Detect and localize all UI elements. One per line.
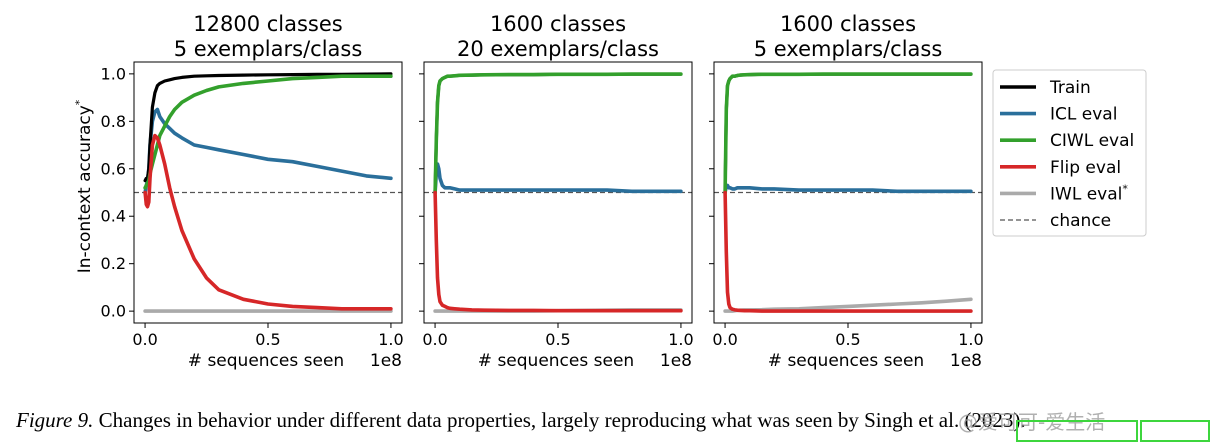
y-tick-label: 0.4 (101, 207, 126, 226)
x-axis-label: # sequences seen (768, 351, 924, 371)
x-offset-label: 1e8 (370, 351, 402, 371)
legend-label-ciwl-eval: CIWL eval (1050, 131, 1134, 151)
x-offset-label: 1e8 (950, 351, 982, 371)
x-tick-label: 0.0 (132, 330, 157, 349)
series-line-train (723, 72, 973, 195)
y-tick-label: 0.8 (101, 112, 126, 131)
series-line-icl-eval (723, 183, 973, 195)
x-tick-label: 0.5 (255, 330, 280, 349)
x-axis-label: # sequences seen (478, 351, 634, 371)
series-line-train (143, 72, 393, 183)
x-tick-label: 1.0 (378, 330, 403, 349)
series-line-flip-eval (723, 190, 973, 313)
x-tick-label: 0.5 (835, 330, 860, 349)
series-line-flip-eval (143, 133, 393, 311)
watermark-box-right (1140, 420, 1210, 442)
caption-label: Figure 9. (16, 408, 94, 432)
x-tick-label: 0.0 (422, 330, 447, 349)
panel-title-line: 20 exemplars/class (457, 37, 659, 61)
x-tick-label: 0.0 (712, 330, 737, 349)
y-tick-label: 0.0 (101, 302, 126, 321)
panel-title-line: 12800 classes (193, 12, 342, 36)
legend-label-train: Train (1049, 78, 1091, 98)
watermark-box-left (1016, 420, 1138, 442)
y-tick-label: 1.0 (101, 64, 126, 83)
legend: Train ICL eval CIWL eval Flip eval IWL eval*… (992, 69, 1147, 237)
series-line-icl-eval (433, 162, 683, 195)
series-line-ciwl-eval (723, 72, 973, 195)
legend-star: * (1122, 182, 1128, 195)
x-tick-label: 1.0 (958, 330, 983, 349)
x-tick-label: 0.5 (545, 330, 570, 349)
caption-text: Changes in behavior under different data… (93, 408, 1026, 432)
y-tick-label: 0.6 (101, 159, 126, 178)
y-tick-label: 0.2 (101, 254, 126, 273)
panel-title-line: 5 exemplars/class (174, 37, 363, 61)
panel-title-line: 1600 classes (490, 12, 626, 36)
x-axis-label: # sequences seen (188, 351, 344, 371)
series-line-flip-eval (433, 190, 683, 313)
x-tick-label: 1.0 (668, 330, 693, 349)
y-axis-label: In-context accuracy* (73, 99, 95, 273)
panel-title-line: 5 exemplars/class (754, 37, 943, 61)
legend-label-iwl-eval: IWL eval* (1050, 182, 1128, 204)
series-line-train (433, 72, 683, 195)
legend-label-chance: chance (1050, 211, 1111, 231)
series-line-icl-eval (143, 107, 393, 195)
series-line-ciwl-eval (433, 72, 683, 195)
figure-caption: Figure 9. Changes in behavior under diff… (16, 408, 1216, 433)
panel-title-line: 1600 classes (780, 12, 916, 36)
y-axis-label-star: * (73, 99, 86, 105)
legend-label-icl-eval: ICL eval (1050, 105, 1117, 125)
x-offset-label: 1e8 (660, 351, 692, 371)
legend-label-flip-eval: Flip eval (1050, 158, 1121, 178)
watermark-text: @爱可可-爱生活 (958, 410, 1106, 434)
series-line-ciwl-eval (143, 74, 393, 190)
